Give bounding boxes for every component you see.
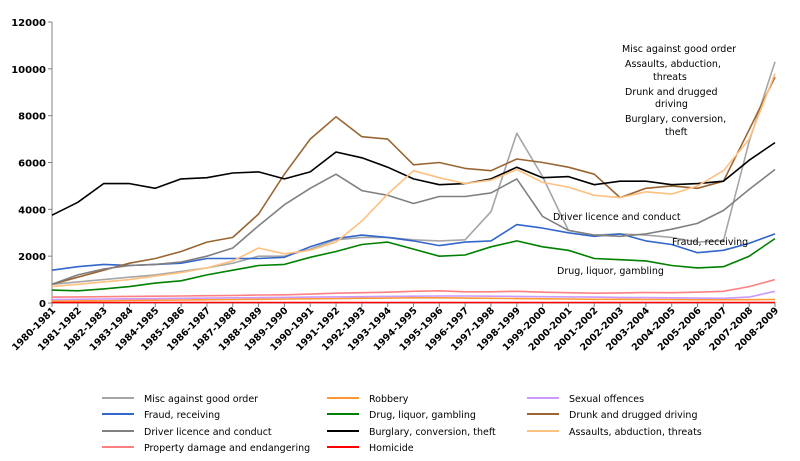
inline-label-misc-against-good-order: Misc against good order	[622, 44, 736, 55]
legend-label: Homicide	[369, 443, 414, 454]
series-line-drug-liquor-gambling	[51, 237, 776, 292]
series-line-driver-licence-and-conduct	[51, 168, 776, 286]
series-line-assaults-abduction-threats	[51, 73, 776, 288]
legend-item-assaults-abduction-threats: Assaults, abduction, threats	[527, 427, 702, 438]
series-line-drunk-and-drugged-driving	[51, 76, 776, 286]
y-tick-label: 12000	[11, 18, 46, 29]
legend-label: Drug, liquor, gambling	[369, 410, 476, 421]
legend-label: Assaults, abduction, threats	[569, 427, 702, 438]
y-tick-label: 8000	[18, 112, 46, 123]
legend: Misc against good order Robbery Sexual off…	[102, 394, 702, 454]
legend-item-sexual-offences: Sexual offences	[527, 394, 644, 405]
inline-label-threats: threats	[653, 72, 687, 83]
legend-label: Drunk and drugged driving	[569, 410, 697, 421]
y-tick-label: 10000	[11, 65, 46, 76]
y-axis-ticks: 0 2000 4000 6000 8000 10000 12000	[11, 18, 52, 310]
legend-label: Fraud, receiving	[144, 410, 220, 421]
legend-item-drunk-and-drugged-driving: Drunk and drugged driving	[527, 410, 697, 421]
legend-item-fraud-receiving: Fraud, receiving	[102, 410, 220, 421]
legend-label: Property damage and endangering	[144, 443, 310, 454]
legend-label: Driver licence and conduct	[144, 427, 272, 438]
legend-label: Sexual offences	[569, 394, 644, 405]
legend-item-driver-licence-and-conduct: Driver licence and conduct	[102, 427, 272, 438]
legend-label: Misc against good order	[144, 394, 258, 405]
legend-label: Burglary, conversion, theft	[369, 427, 496, 438]
inline-label-theft: theft	[665, 127, 688, 138]
series-line-misc-against-good-order	[51, 61, 776, 286]
y-tick-label: 6000	[18, 159, 46, 170]
x-axis-ticks: 1980-19811981-19821982-19831983-19841984…	[10, 303, 781, 353]
y-tick-label: 2000	[18, 252, 46, 263]
series-line-property-damage-and-endangering	[51, 278, 776, 298]
series-line-sexual-offences	[51, 290, 776, 301]
inline-label-fraud-receiving: Fraud, receiving	[672, 237, 748, 248]
legend-item-burglary-conversion-theft: Burglary, conversion, theft	[327, 427, 496, 438]
series-line-robbery	[51, 296, 776, 302]
inline-label-driver-licence-and-conduct: Driver licence and conduct	[553, 212, 681, 223]
series-line-burglary-conversion-theft	[51, 141, 776, 216]
series-lines	[51, 61, 776, 304]
legend-label: Robbery	[369, 394, 409, 405]
legend-item-homicide: Homicide	[327, 443, 414, 454]
inline-series-labels: Misc against good order Assaults, abducti…	[553, 44, 748, 277]
y-tick-label: 4000	[18, 205, 46, 216]
inline-label-assaults-abduction: Assaults, abduction,	[625, 59, 721, 70]
legend-item-misc-against-good-order: Misc against good order	[102, 394, 258, 405]
legend-item-robbery: Robbery	[327, 394, 409, 405]
legend-item-property-damage-and-endangering: Property damage and endangering	[102, 443, 310, 454]
inline-label-burglary-conversion: Burglary, conversion,	[625, 114, 726, 125]
y-tick-label: 0	[39, 299, 46, 310]
inline-label-drug-liquor-gambling: Drug, liquor, gambling	[557, 266, 664, 277]
inline-label-drunk-and-drugged: Drunk and drugged	[625, 87, 718, 98]
legend-item-drug-liquor-gambling: Drug, liquor, gambling	[327, 410, 476, 421]
inline-label-driving: driving	[655, 99, 688, 110]
